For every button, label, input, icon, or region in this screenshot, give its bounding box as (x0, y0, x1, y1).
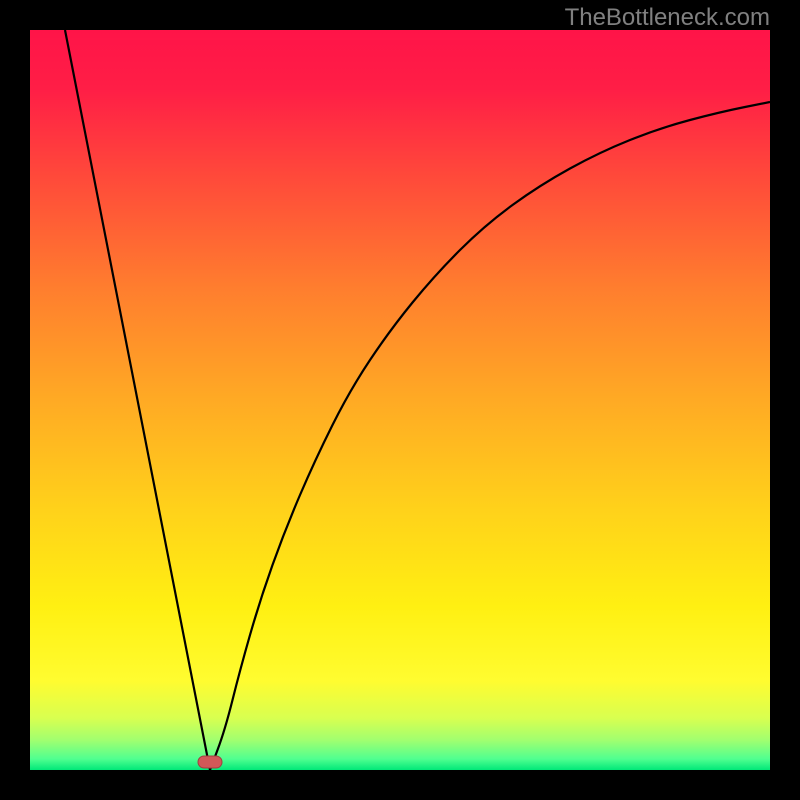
plot-area (30, 30, 770, 770)
chart-container: TheBottleneck.com (0, 0, 800, 800)
bottleneck-curve (65, 30, 770, 770)
curve-layer (30, 30, 770, 770)
watermark-text: TheBottleneck.com (565, 4, 770, 32)
minimum-marker (198, 756, 222, 768)
